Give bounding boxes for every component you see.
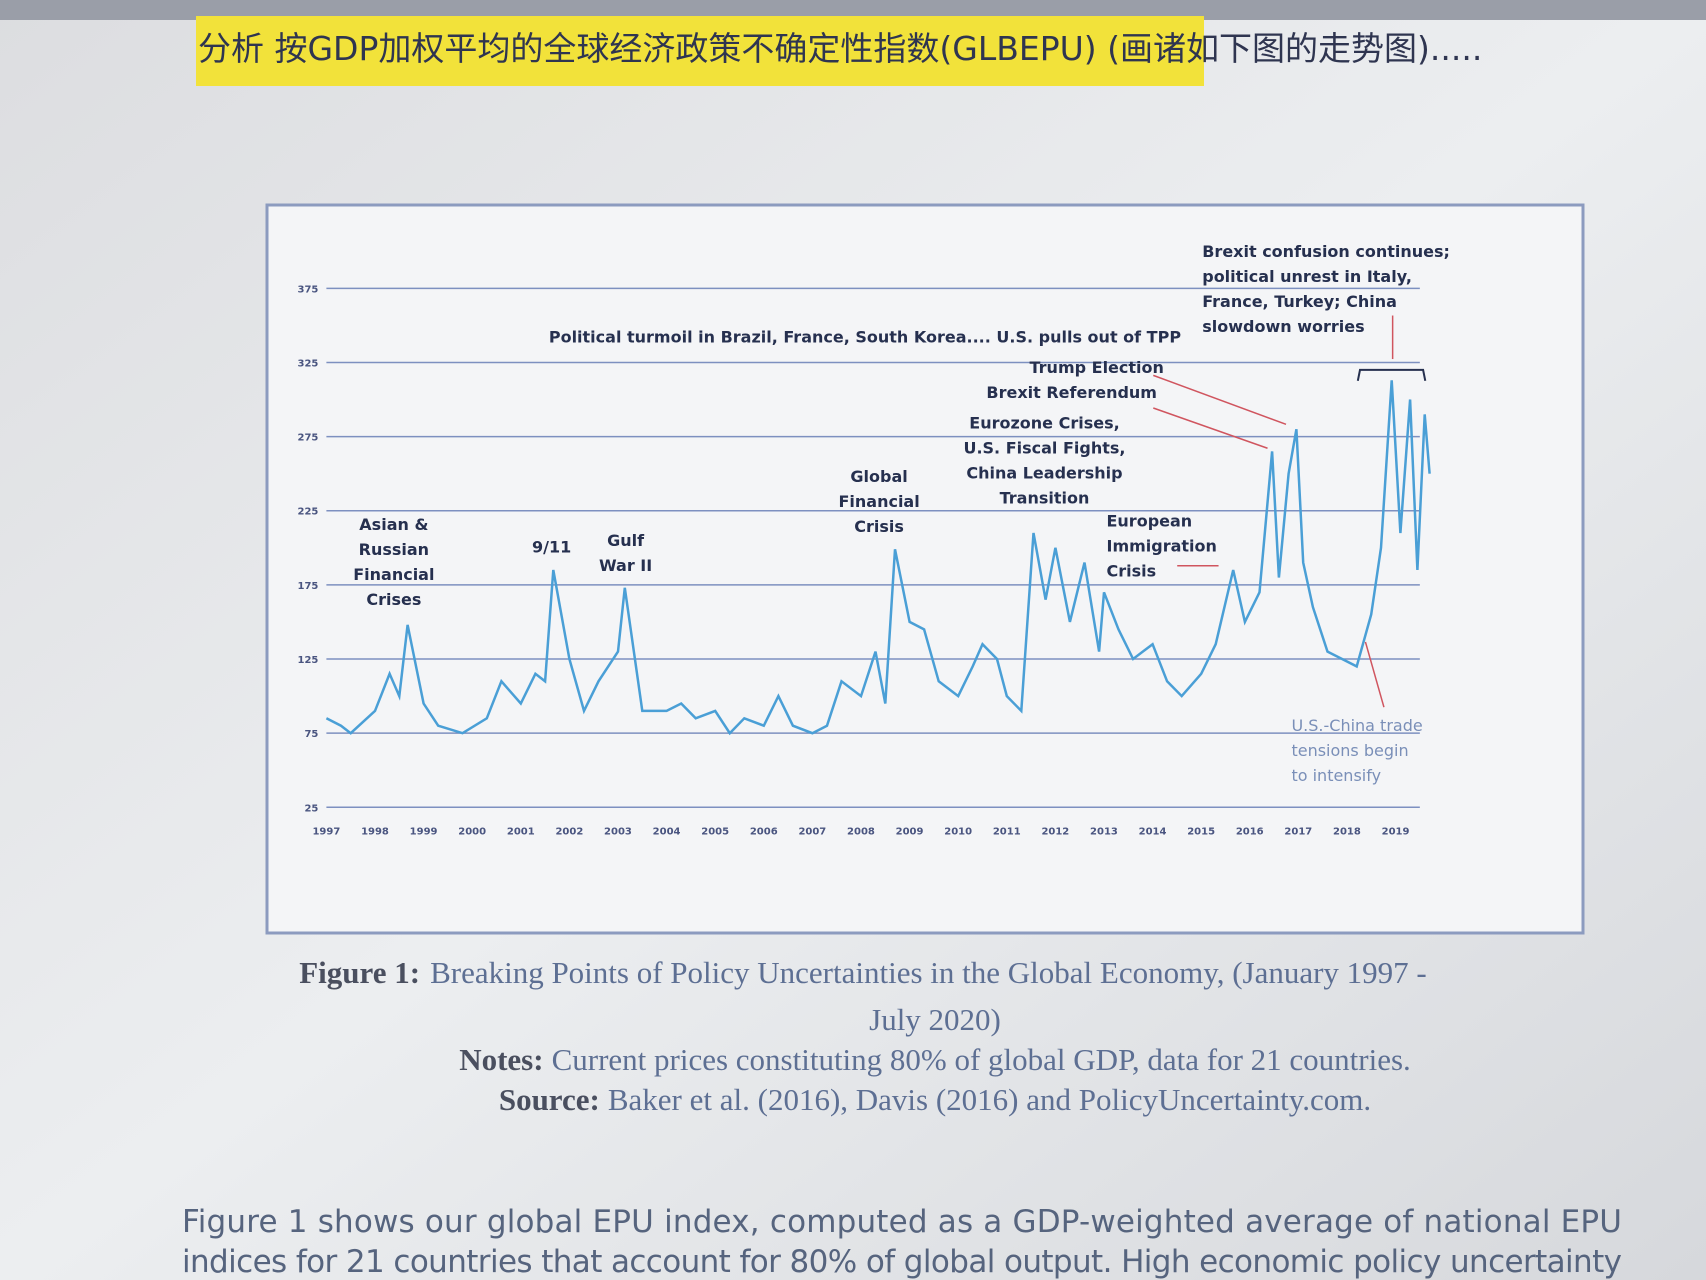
annotation: political unrest in Italy,	[1202, 267, 1412, 286]
y-tick-label: 125	[298, 655, 319, 666]
x-tick-label: 2015	[1187, 826, 1215, 837]
annotation-arrow	[1153, 407, 1268, 449]
annotation: Global	[850, 467, 907, 486]
source-text: Baker et al. (2016), Davis (2016) and Po…	[608, 1082, 1371, 1117]
x-tick-label: 2004	[653, 826, 681, 837]
caption-title: Figure 1: Breaking Points of Policy Uncer…	[299, 955, 1427, 990]
heading: 分析 按GDP加权平均的全球经济政策不确定性指数(GLBEPU) (画诸如下图的…	[198, 29, 1482, 68]
annotation: U.S.-China trade	[1291, 716, 1422, 735]
x-tick-label: 2009	[896, 826, 924, 837]
highlight	[196, 16, 1204, 86]
body-text: indices for 21 countries that account fo…	[182, 1244, 1622, 1280]
annotation: tensions begin	[1291, 741, 1408, 760]
annotation: slowdown worries	[1202, 317, 1364, 336]
annotation: Crises	[366, 590, 421, 609]
annotation: Financial	[353, 565, 434, 584]
annotation: Brexit Referendum	[986, 383, 1157, 402]
annotation-arrow	[1364, 641, 1385, 708]
annotation: to intensify	[1291, 766, 1381, 785]
caption-source: Source: Baker et al. (2016), Davis (2016)…	[499, 1082, 1371, 1117]
y-tick-label: 375	[298, 284, 319, 295]
x-tick-label: 2014	[1139, 826, 1167, 837]
x-tick-label: 1998	[361, 826, 389, 837]
x-tick-label: 2019	[1382, 826, 1410, 837]
y-tick-label: 325	[298, 358, 319, 369]
x-tick-label: 2012	[1041, 826, 1069, 837]
x-tick-label: 2005	[701, 826, 729, 837]
x-tick-label: 2007	[798, 826, 826, 837]
x-tick-label: 2006	[750, 826, 778, 837]
annotation: France, Turkey; China	[1202, 292, 1397, 311]
annotation: U.S. Fiscal Fights,	[963, 439, 1125, 458]
annotation: 9/11	[532, 538, 571, 557]
annotation: Crisis	[1106, 562, 1156, 581]
y-tick-label: 175	[298, 581, 319, 592]
annotation: Brexit confusion continues;	[1202, 242, 1450, 261]
annotation: Eurozone Crises,	[969, 414, 1119, 433]
notes-text: Current prices constituting 80% of globa…	[552, 1042, 1411, 1077]
caption-notes: Notes: Current prices constituting 80% of…	[459, 1042, 1411, 1077]
annotation-arrow	[1153, 374, 1287, 426]
y-tick-label: 25	[304, 803, 318, 814]
y-tick-label: 75	[304, 729, 318, 740]
annotation: European	[1106, 512, 1192, 531]
y-tick-label: 225	[298, 507, 319, 518]
x-tick-label: 1997	[312, 826, 340, 837]
screen-edge	[0, 0, 1706, 20]
notes-label: Notes:	[459, 1042, 543, 1077]
chart-frame	[265, 203, 1585, 935]
caption-label: Figure 1:	[299, 955, 420, 990]
x-tick-label: 2002	[555, 826, 583, 837]
annotation: War II	[599, 556, 652, 575]
caption-text: Breaking Points of Policy Uncertainties …	[430, 955, 1427, 990]
data-line	[325, 380, 1431, 736]
caption-title: July 2020)	[869, 1002, 1001, 1037]
y-tick-label: 275	[298, 433, 319, 444]
x-tick-label: 2008	[847, 826, 875, 837]
x-tick-label: 2011	[993, 826, 1021, 837]
x-tick-label: 2001	[507, 826, 535, 837]
x-tick-label: 2017	[1284, 826, 1312, 837]
annotation: Crisis	[854, 517, 904, 536]
annotation: Asian &	[359, 515, 428, 534]
annotation: Russian	[359, 540, 429, 559]
source-label: Source:	[499, 1082, 600, 1117]
x-tick-label: 2010	[944, 826, 972, 837]
x-tick-label: 2016	[1236, 826, 1264, 837]
annotation: Political turmoil in Brazil, France, Sou…	[549, 328, 1181, 347]
x-tick-label: 2003	[604, 826, 632, 837]
annotation: Gulf	[607, 531, 645, 550]
x-tick-label: 1999	[410, 826, 438, 837]
bracket	[1356, 368, 1427, 381]
annotation: Financial	[838, 492, 919, 511]
annotation: China Leadership	[966, 464, 1122, 483]
annotation: Trump Election	[1030, 358, 1164, 377]
annotation: Transition	[1000, 489, 1090, 508]
annotation: Immigration	[1106, 537, 1216, 556]
x-tick-label: 2018	[1333, 826, 1361, 837]
x-tick-label: 2013	[1090, 826, 1118, 837]
body-text: Figure 1 shows our global EPU index, com…	[182, 1204, 1622, 1240]
x-tick-label: 2000	[458, 826, 486, 837]
